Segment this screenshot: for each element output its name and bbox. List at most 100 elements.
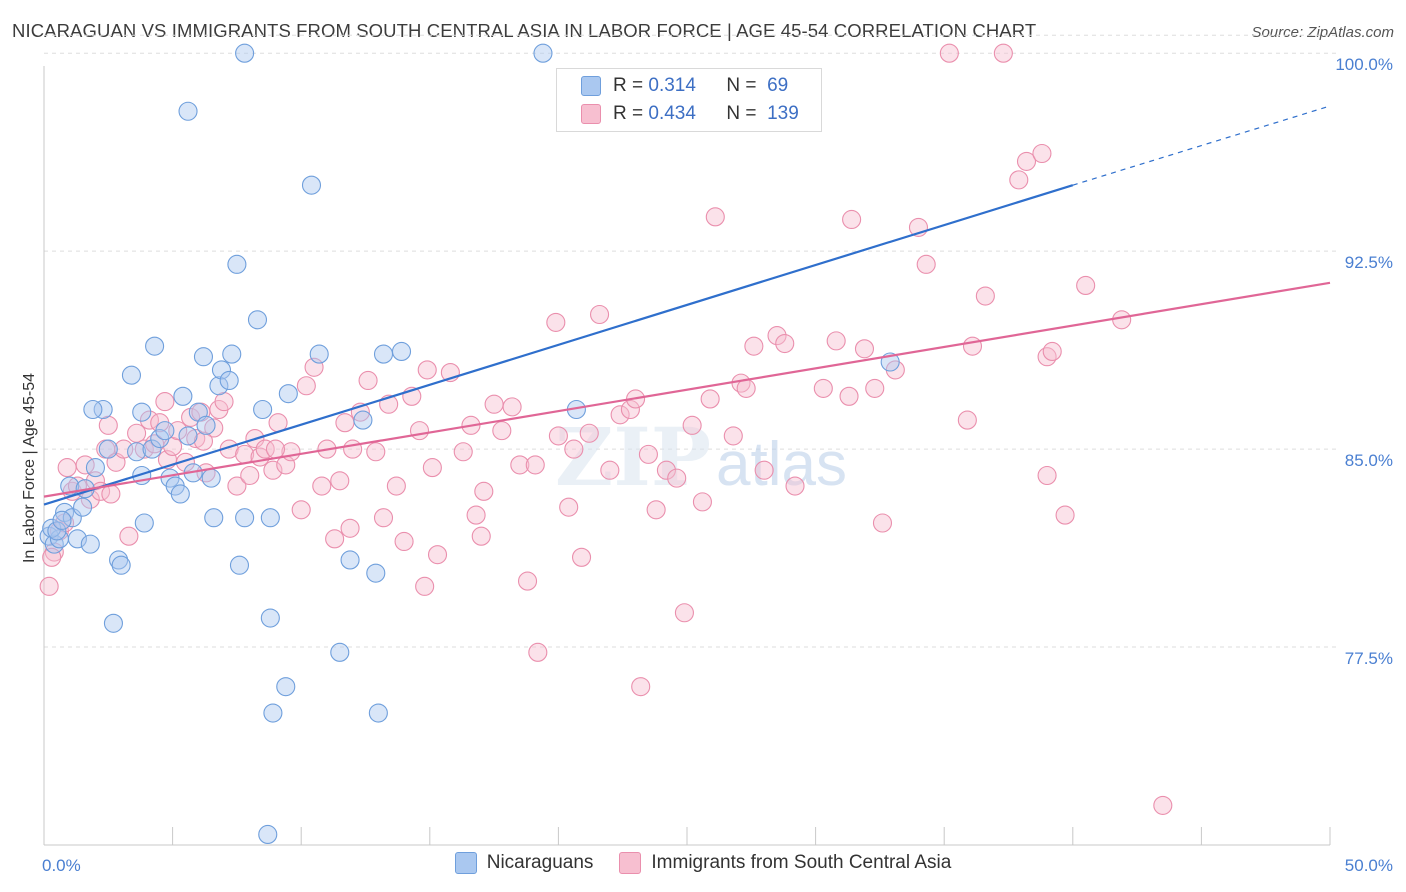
legend-swatch-blue	[454, 852, 477, 874]
point-immigrants	[854, 339, 875, 359]
point-immigrants	[646, 500, 666, 520]
point-nicaraguans	[170, 484, 190, 504]
point-immigrants	[265, 439, 286, 459]
point-nicaraguans	[93, 399, 113, 420]
legend-swatch-pink	[581, 104, 601, 124]
point-immigrants	[119, 526, 139, 546]
point-nicaraguans	[134, 513, 154, 533]
point-nicaraguans	[121, 365, 141, 385]
point-immigrants	[474, 481, 494, 501]
chart-title: NICARAGUAN VS IMMIGRANTS FROM SOUTH CENT…	[12, 20, 1037, 41]
point-immigrants	[510, 455, 530, 475]
trend-line-immigrants	[43, 281, 1331, 498]
point-immigrants	[571, 547, 592, 567]
point-nicaraguans	[222, 344, 242, 364]
point-immigrants	[296, 376, 316, 396]
point-immigrants	[916, 254, 936, 274]
y-axis-label: In Labor Force | Age 45-54	[21, 373, 38, 563]
point-immigrants	[1016, 151, 1037, 171]
trend-line-nicaraguans	[43, 184, 1074, 506]
point-immigrants	[255, 439, 275, 459]
point-immigrants	[610, 405, 630, 425]
point-immigrants	[373, 508, 394, 528]
point-nicaraguans	[391, 341, 412, 361]
point-immigrants	[85, 471, 105, 491]
legend-stats: R = 0.314 N = 69 R = 0.434 N = 139	[556, 68, 822, 132]
point-immigrants	[723, 426, 743, 446]
point-nicaraguans	[263, 703, 283, 723]
point-immigrants	[939, 43, 959, 63]
legend-swatch-blue	[581, 76, 601, 96]
point-nicaraguans	[247, 310, 268, 330]
point-nicaraguans	[204, 508, 224, 528]
point-immigrants	[227, 476, 247, 496]
point-nicaraguans	[103, 613, 123, 633]
point-immigrants	[872, 513, 893, 533]
point-immigrants	[471, 526, 491, 546]
point-immigrants	[415, 576, 435, 596]
trend-lines	[43, 105, 1331, 506]
point-immigrants	[517, 571, 538, 591]
point-nicaraguans	[80, 534, 100, 554]
point-nicaraguans	[235, 508, 255, 528]
point-immigrants	[240, 465, 260, 486]
point-nicaraguans	[52, 510, 72, 530]
point-nicaraguans	[211, 360, 232, 380]
point-nicaraguans	[533, 43, 553, 63]
point-immigrants	[325, 529, 345, 549]
legend-item-nicaraguans[interactable]: Nicaraguans	[454, 852, 593, 874]
point-nicaraguans	[193, 347, 214, 367]
legend-row-nicaraguans: R = 0.314 N = 69	[581, 73, 788, 99]
chart-source: Source: ZipAtlas.com	[1251, 24, 1394, 41]
point-immigrants	[422, 458, 442, 478]
point-immigrants	[957, 410, 977, 430]
point-nicaraguans	[111, 555, 131, 575]
point-immigrants	[842, 209, 862, 230]
r-value: 0.434	[648, 103, 696, 124]
point-immigrants	[417, 360, 437, 380]
point-nicaraguans	[142, 439, 162, 459]
point-immigrants	[692, 492, 712, 512]
r-label: R =	[613, 103, 644, 124]
legend-item-immigrants[interactable]: Immigrants from South Central Asia	[619, 852, 951, 874]
point-nicaraguans	[260, 508, 280, 528]
n-label: N =	[726, 75, 757, 96]
grid	[44, 34, 1340, 648]
point-immigrants	[1009, 170, 1029, 190]
point-immigrants	[1112, 310, 1132, 330]
point-immigrants	[638, 444, 658, 464]
point-immigrants	[101, 484, 121, 504]
n-value: 69	[767, 75, 789, 96]
point-nicaraguans	[260, 608, 280, 628]
n-value: 139	[767, 103, 799, 124]
point-nicaraguans	[173, 386, 193, 406]
point-immigrants	[631, 677, 651, 697]
point-immigrants	[214, 392, 234, 412]
point-immigrants	[700, 389, 720, 409]
point-immigrants	[564, 439, 584, 459]
point-immigrants	[492, 421, 512, 441]
legend-swatch-pink	[619, 852, 642, 874]
point-immigrants	[394, 531, 414, 552]
point-immigrants	[453, 442, 473, 462]
watermark-atlas: atlas	[716, 430, 847, 499]
point-nicaraguans	[85, 458, 105, 478]
point-nicaraguans	[258, 824, 278, 844]
point-immigrants	[528, 642, 548, 662]
point-nicaraguans	[340, 550, 360, 570]
point-immigrants	[57, 458, 77, 478]
point-immigrants	[865, 378, 885, 398]
point-immigrants	[98, 415, 118, 435]
point-immigrants	[330, 471, 350, 491]
point-immigrants	[263, 460, 283, 480]
ticks: 77.5% 85.0% 92.5% 100.0% 0.0% 50.0%	[42, 55, 1393, 875]
point-nicaraguans	[178, 426, 198, 446]
point-nicaraguans	[155, 421, 175, 441]
point-immigrants	[502, 397, 522, 417]
y-tick-label: 92.5%	[1345, 253, 1393, 272]
point-immigrants	[484, 394, 504, 414]
point-nicaraguans	[368, 703, 388, 723]
point-nicaraguans	[109, 550, 129, 570]
point-immigrants	[674, 603, 694, 623]
point-immigrants	[186, 428, 206, 449]
